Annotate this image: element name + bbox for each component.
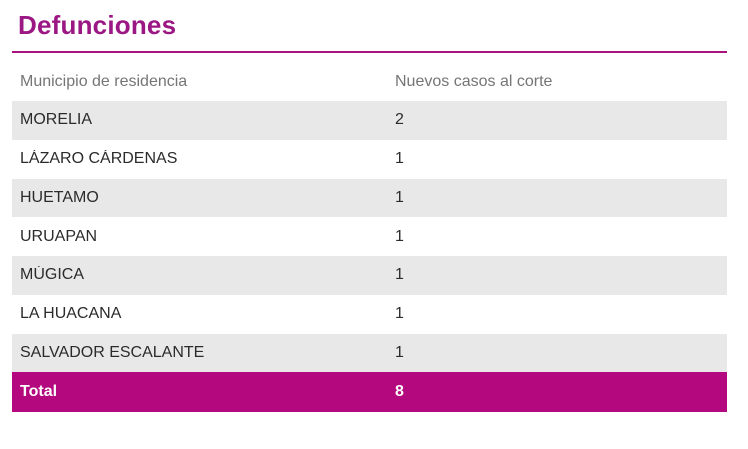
total-value: 8 (395, 383, 404, 401)
new-cases-cell: 2 (395, 111, 404, 129)
new-cases-cell: 1 (395, 227, 404, 245)
municipality-cell: SALVADOR ESCALANTE (20, 343, 205, 361)
municipality-cell: MÚGICA (20, 266, 84, 284)
municipality-cell: HUETAMO (20, 188, 99, 206)
table-header-row: Municipio de residencia Nuevos casos al … (12, 63, 727, 101)
municipality-cell: MORELIA (20, 111, 93, 129)
municipality-cell: LÁZARO CÁRDENAS (20, 150, 178, 168)
column-header-municipio: Municipio de residencia (20, 73, 188, 90)
new-cases-cell: 1 (395, 305, 404, 323)
table-row: SALVADOR ESCALANTE 1 (12, 333, 727, 373)
table-row: LÁZARO CÁRDENAS 1 (12, 140, 727, 179)
new-cases-cell: 1 (395, 266, 404, 284)
page-title: Defunciones (18, 10, 177, 40)
table-row: HUETAMO 1 (12, 178, 727, 218)
table-body: MORELIA 2 LÁZARO CÁRDENAS 1 HUETAMO 1 URUAPAN 1… (12, 101, 727, 373)
total-label: Total (20, 383, 58, 401)
table-total-row: Total 8 (12, 372, 727, 413)
table-row: URUAPAN 1 (12, 217, 727, 256)
table-row: MÚGICA 1 (12, 256, 727, 295)
title-underline-divider (12, 51, 727, 53)
new-cases-cell: 1 (395, 150, 404, 168)
municipality-cell: URUAPAN (20, 227, 98, 245)
deaths-panel: Defunciones Municipio de residencia Nuev… (12, 10, 727, 413)
new-cases-cell: 1 (395, 343, 404, 361)
table-row: MORELIA 2 (12, 101, 727, 140)
column-header-nuevos-casos: Nuevos casos al corte (395, 73, 553, 90)
table-row: LA HUACANA 1 (12, 295, 727, 334)
new-cases-cell: 1 (395, 188, 404, 206)
deaths-table: Municipio de residencia Nuevos casos al … (12, 63, 727, 413)
municipality-cell: LA HUACANA (20, 305, 122, 323)
